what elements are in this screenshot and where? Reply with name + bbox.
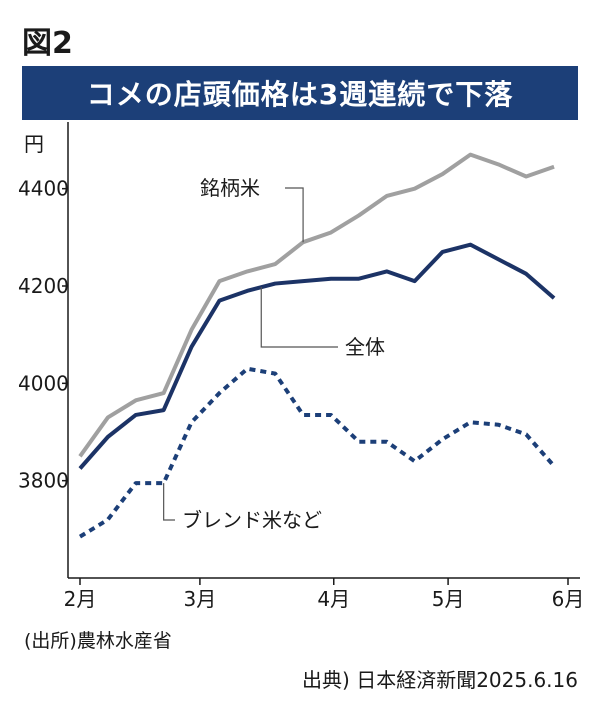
x-tick-label: 3月: [184, 587, 217, 611]
credit-line: 出典) 日本経済新聞2025.6.16: [302, 668, 578, 692]
leader-line: [260, 286, 338, 348]
y-axis-unit: 円: [24, 132, 44, 156]
y-tick-label: 4000: [18, 371, 69, 395]
x-tick-label: 2月: [64, 587, 97, 611]
leader-line: [163, 483, 175, 521]
figure-label: 図2: [22, 26, 73, 61]
leader-line: [285, 187, 304, 243]
x-tick-label: 6月: [552, 587, 585, 611]
blend-rice-line: [78, 366, 556, 539]
x-tick-label: 5月: [432, 587, 465, 611]
overall-line: [78, 242, 556, 470]
y-tick-label: 3800: [18, 469, 69, 493]
x-tick-label: 4月: [317, 587, 350, 611]
y-tick-label: 4200: [18, 274, 69, 298]
blend-rice-label: ブレンド米など: [182, 508, 322, 532]
overall-label: 全体: [345, 335, 385, 359]
brand-rice-label: 銘柄米: [200, 176, 260, 200]
brand-rice-line: [78, 152, 555, 458]
chart-title: コメの店頭価格は3週連続で下落: [22, 66, 578, 120]
source-note: (出所)農林水産省: [24, 630, 172, 652]
y-tick-label: 4400: [18, 177, 69, 201]
